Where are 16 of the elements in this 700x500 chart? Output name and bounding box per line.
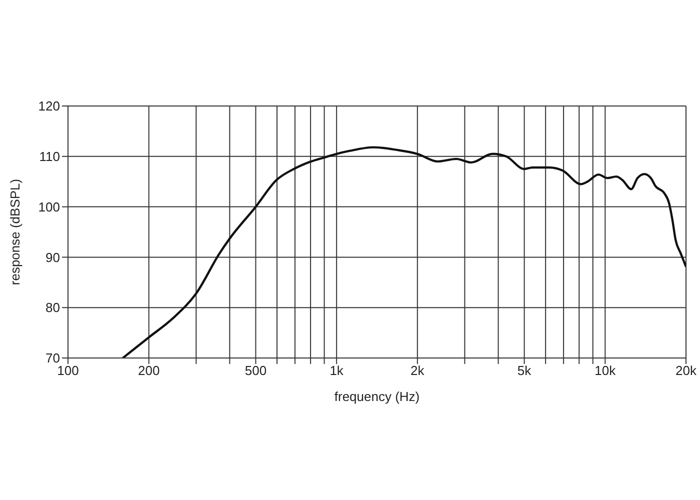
- x-tick-label: 20k: [676, 363, 697, 378]
- x-tick-label: 500: [244, 363, 267, 378]
- y-tick-label: 100: [38, 199, 60, 214]
- y-tick-label: 70: [46, 350, 60, 366]
- y-axis-title: response (dBSPL): [8, 178, 23, 286]
- x-tick-label: 10k: [594, 363, 616, 378]
- x-tick-label: 1k: [330, 363, 344, 378]
- y-tick-label: 90: [46, 250, 60, 265]
- y-tick-label: 80: [46, 300, 60, 316]
- x-tick-label: 2k: [410, 363, 425, 378]
- y-tick-label: 110: [39, 149, 60, 164]
- x-tick-label: 5k: [517, 363, 532, 378]
- x-tick-label: 100: [57, 363, 79, 378]
- y-tick-label: 120: [38, 98, 60, 114]
- x-axis-title: frequency (Hz): [334, 389, 420, 404]
- x-tick-label: 200: [138, 363, 160, 378]
